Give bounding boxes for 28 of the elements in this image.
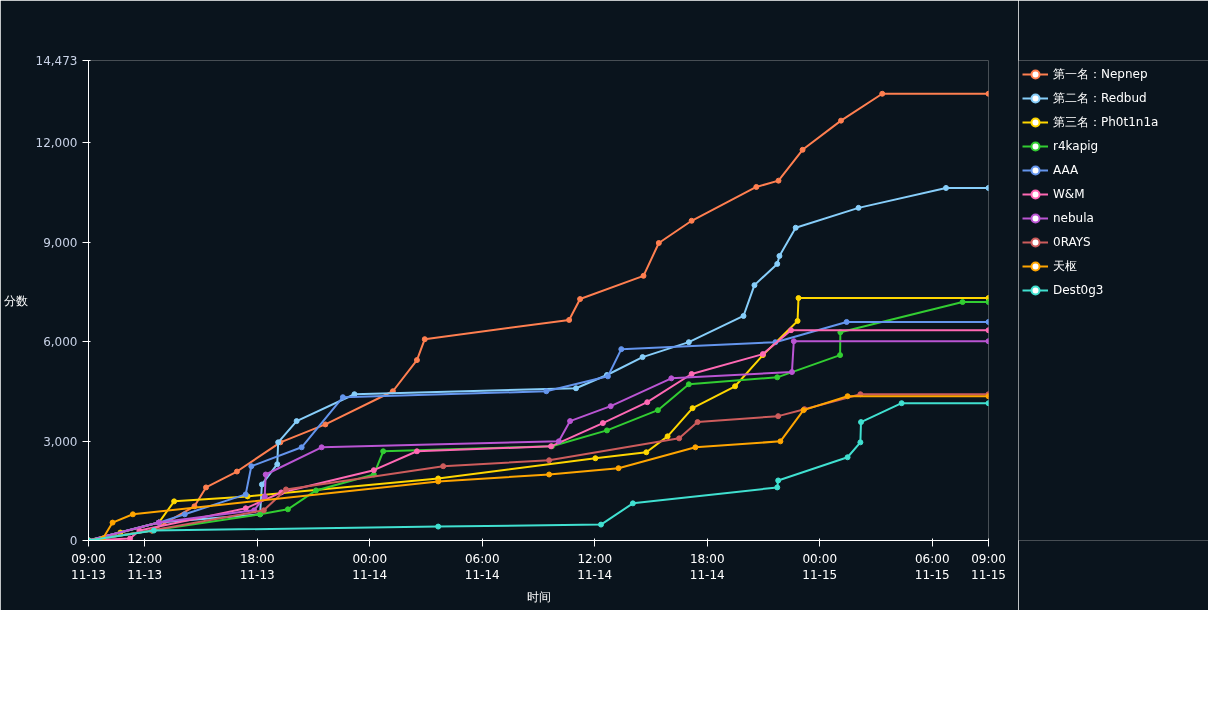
x-tick-label: 06:00 11-15 <box>914 551 950 583</box>
x-tick-label: 00:00 11-14 <box>352 551 388 583</box>
y-tick-label: 9,000 <box>43 235 78 250</box>
legend-label: nebula <box>1053 211 1094 225</box>
y-tick-label: 14,473 <box>35 54 78 68</box>
x-tick-label: 12:00 11-14 <box>577 551 613 583</box>
legend-label: AAA <box>1053 163 1079 177</box>
y-tick-label: 6,000 <box>43 335 78 350</box>
legend-label: 0RAYS <box>1053 235 1091 249</box>
legend-label: r4kapig <box>1053 139 1099 153</box>
legend-label: 第一名：Nepnep <box>1053 65 1148 83</box>
x-axis-title: 时间 <box>526 590 551 605</box>
y-axis-title: 分数 <box>3 293 28 308</box>
x-tick-label: 18:00 11-14 <box>689 551 725 583</box>
y-tick-label: 12,000 <box>35 136 78 151</box>
y-tick-label: 0 <box>69 534 78 548</box>
x-tick-label: 18:00 11-13 <box>239 551 275 583</box>
legend-label: 第三名：Ph0t1n1a <box>1053 113 1159 131</box>
legend-label: W&M <box>1053 187 1085 201</box>
y-tick-label: 3,000 <box>43 434 78 449</box>
x-tick-label: 12:00 11-13 <box>127 551 163 583</box>
legend-label: 第二名：Redbud <box>1053 89 1147 107</box>
x-tick-label: 09:00 11-15 <box>971 551 1006 583</box>
legend-label: Dest0g3 <box>1053 283 1104 297</box>
x-tick-label: 00:00 11-15 <box>802 551 838 583</box>
x-tick-label: 09:00 11-13 <box>71 551 106 583</box>
x-tick-label: 06:00 11-14 <box>464 551 500 583</box>
legend-label: 天枢 <box>1053 257 1077 275</box>
